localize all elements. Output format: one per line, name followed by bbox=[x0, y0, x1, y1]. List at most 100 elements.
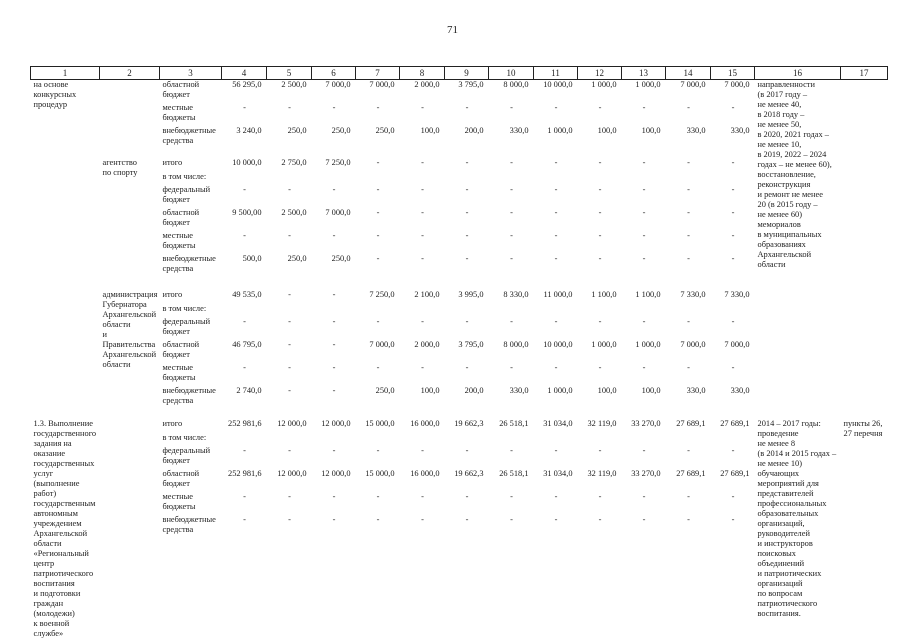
value-cell: 10 000,0 bbox=[232, 158, 262, 167]
value-cell: - bbox=[288, 446, 291, 455]
value-cell: - bbox=[376, 103, 380, 112]
value-cell: - bbox=[642, 231, 646, 240]
column-header: 3 bbox=[159, 66, 222, 80]
column-header: 12 bbox=[577, 66, 622, 80]
activity-cell bbox=[31, 277, 100, 409]
value-cell: - bbox=[421, 103, 424, 112]
value-cell: 3 240,0 bbox=[236, 126, 262, 135]
value-cell: 1 000,0 bbox=[591, 340, 617, 349]
value-cell: 33 270,0 bbox=[631, 469, 661, 478]
value-cell: 1 000,0 bbox=[591, 80, 617, 89]
value-cell: 46 795,0 bbox=[232, 340, 262, 349]
value-cell: - bbox=[421, 515, 424, 524]
value-cell: 27 689,1 bbox=[676, 469, 706, 478]
value-cell: - bbox=[554, 185, 558, 194]
value-cell: 252 981,6 bbox=[228, 469, 262, 478]
budget-level-label: областной бюджет bbox=[162, 208, 200, 227]
value-cell: - bbox=[421, 231, 424, 240]
value-cell: - bbox=[554, 208, 558, 217]
table-row: внебюджетные средства 500,0 250,0 250,0 - - - -… bbox=[31, 254, 888, 277]
value-cell: - bbox=[510, 492, 513, 501]
budget-level-label: внебюджетные средства bbox=[162, 515, 216, 534]
budget-level-label: областной бюджет bbox=[162, 80, 200, 99]
table-row: федеральный бюджет - - - - - - - - - - - - bbox=[31, 185, 888, 208]
value-cell: - bbox=[465, 446, 469, 455]
reference-cell: пункты 26, 27 перечня bbox=[843, 419, 883, 438]
column-header: 5 bbox=[266, 66, 312, 80]
column-header: 2 bbox=[99, 66, 160, 80]
value-cell: - bbox=[288, 317, 291, 326]
value-cell: 2 750,0 bbox=[281, 158, 307, 167]
value-cell: - bbox=[642, 317, 646, 326]
value-cell: 200,0 bbox=[464, 386, 484, 395]
activity-cell: 1.3. Выполнение государственного задания… bbox=[33, 419, 97, 638]
value-cell: - bbox=[598, 363, 602, 372]
table-row: областной бюджет 46 795,0 - - 7 000,0 2 000,0… bbox=[31, 340, 888, 363]
value-cell: - bbox=[687, 515, 690, 524]
budget-level-label: итого в том числе: bbox=[160, 277, 222, 317]
value-cell: 31 034,0 bbox=[543, 469, 573, 478]
value-cell: - bbox=[687, 317, 690, 326]
value-cell: 100,0 bbox=[641, 126, 661, 135]
value-cell: - bbox=[332, 340, 336, 349]
value-cell: 15 000,0 bbox=[365, 419, 395, 428]
value-cell: - bbox=[554, 446, 558, 455]
value-cell: - bbox=[687, 363, 690, 372]
value-cell: - bbox=[554, 254, 558, 263]
value-cell: 1 000,0 bbox=[635, 340, 661, 349]
value-cell: - bbox=[288, 386, 291, 395]
value-cell: - bbox=[243, 317, 246, 326]
value-cell: - bbox=[421, 446, 424, 455]
value-cell: 12 000,0 bbox=[277, 419, 307, 428]
table-row: внебюджетные средства 2 740,0 - - 250,0 100,0… bbox=[31, 386, 888, 409]
value-cell: - bbox=[243, 515, 246, 524]
value-cell: - bbox=[642, 446, 646, 455]
value-cell: - bbox=[598, 254, 602, 263]
value-cell: - bbox=[554, 158, 558, 167]
value-cell: 7 000,0 bbox=[680, 80, 706, 89]
value-cell: 7 330,0 bbox=[680, 290, 706, 299]
budget-level-label: внебюджетные средства bbox=[162, 254, 216, 273]
value-cell: 7 250,0 bbox=[325, 158, 351, 167]
value-cell: 7 000,0 bbox=[680, 340, 706, 349]
value-cell: - bbox=[510, 317, 513, 326]
value-cell: - bbox=[731, 363, 735, 372]
value-cell: - bbox=[465, 363, 469, 372]
value-cell: - bbox=[465, 103, 469, 112]
value-cell: - bbox=[465, 158, 469, 167]
value-cell: - bbox=[687, 208, 690, 217]
value-cell: 1 100,0 bbox=[635, 290, 661, 299]
value-cell: - bbox=[332, 492, 336, 501]
value-cell: 49 535,0 bbox=[232, 290, 262, 299]
value-cell: 7 250,0 bbox=[369, 290, 395, 299]
value-cell: - bbox=[510, 515, 513, 524]
column-header: 16 bbox=[754, 66, 841, 80]
value-cell: 2 500,0 bbox=[281, 80, 307, 89]
value-cell: - bbox=[376, 231, 380, 240]
value-cell: - bbox=[598, 515, 602, 524]
budget-level-label: областной бюджет bbox=[162, 469, 200, 488]
value-cell: - bbox=[731, 185, 735, 194]
value-cell: - bbox=[421, 492, 424, 501]
value-cell: - bbox=[510, 254, 513, 263]
targets-cell bbox=[755, 277, 841, 409]
table-row: администрация Губернатора Архангельской … bbox=[31, 277, 888, 369]
value-cell: 10 000,0 bbox=[543, 340, 573, 349]
value-cell: - bbox=[288, 231, 291, 240]
value-cell: - bbox=[332, 515, 336, 524]
value-cell: - bbox=[510, 185, 513, 194]
value-cell: - bbox=[288, 363, 291, 372]
value-cell: 1 000,0 bbox=[635, 80, 661, 89]
value-cell: 27 689,1 bbox=[720, 469, 750, 478]
value-cell: 27 689,1 bbox=[676, 419, 706, 428]
value-cell: - bbox=[731, 231, 735, 240]
value-cell: - bbox=[687, 492, 690, 501]
value-cell: - bbox=[376, 185, 380, 194]
value-cell: 100,0 bbox=[641, 386, 661, 395]
value-cell: - bbox=[421, 363, 424, 372]
value-cell: 9 500,00 bbox=[232, 208, 262, 217]
value-cell: 330,0 bbox=[686, 386, 706, 395]
table-body: на основе конкурсных процедур областной б… bbox=[31, 80, 888, 638]
value-cell: - bbox=[642, 363, 646, 372]
value-cell: 15 000,0 bbox=[365, 469, 395, 478]
